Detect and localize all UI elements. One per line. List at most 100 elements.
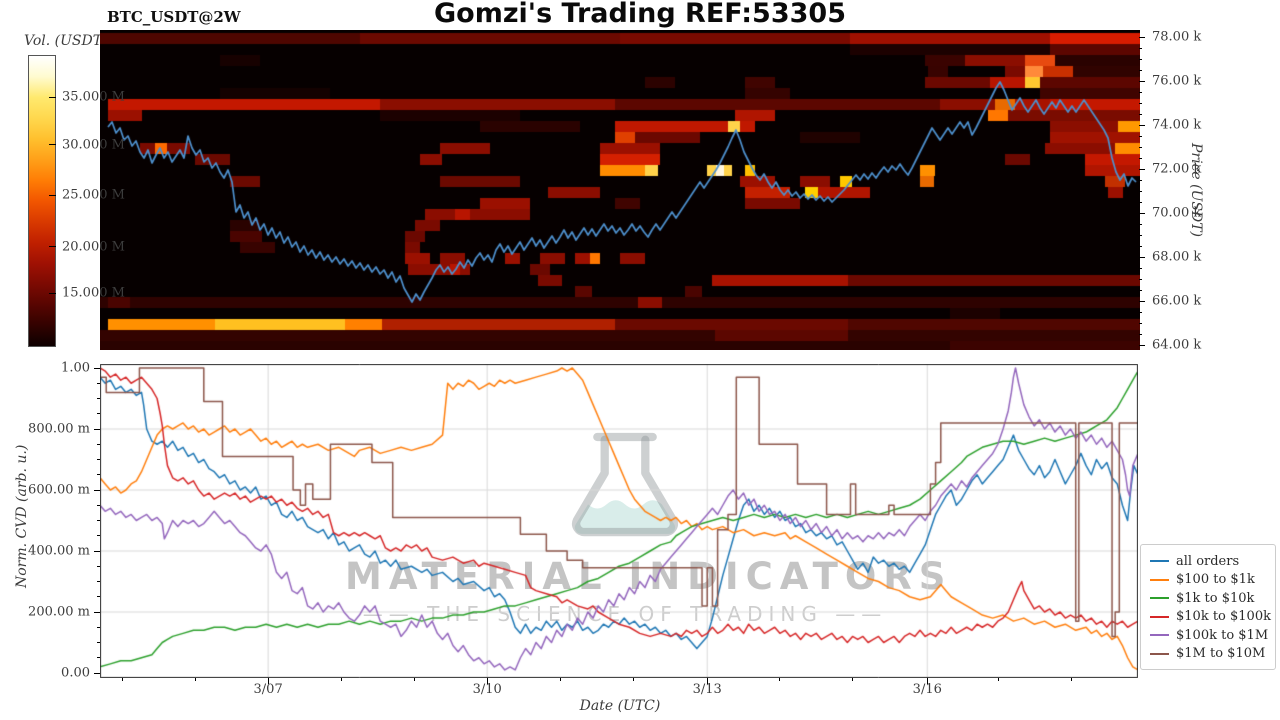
price-minor-tick: [1139, 91, 1142, 93]
price-minor-tick: [1139, 135, 1142, 137]
price-tick-label: 70.00 k: [1152, 205, 1202, 221]
price-minor-tick: [1139, 102, 1142, 104]
price-minor-tick: [1139, 190, 1142, 192]
price-tick-label: 68.00 k: [1152, 249, 1202, 265]
price-minor-tick: [1139, 223, 1142, 225]
colorbar-tick: [49, 96, 56, 98]
colorbar-tick-label: 25.000 M: [62, 187, 125, 203]
price-tick-label: 72.00 k: [1152, 161, 1202, 177]
price-tick-label: 76.00 k: [1152, 73, 1202, 89]
legend-item: $100k to $1M: [1150, 626, 1269, 645]
cvd-y-minor-tick: [97, 413, 100, 415]
colorbar: [28, 55, 56, 347]
colorbar-tick-label: 35.000 M: [62, 89, 125, 105]
price-tick: [1139, 80, 1145, 82]
price-minor-tick: [1139, 201, 1142, 203]
legend-line-swatch: [1150, 597, 1169, 600]
cvd-x-minor-tick: [413, 678, 415, 681]
cvd-x-minor-tick: [997, 678, 999, 681]
cvd-y-minor-tick: [97, 398, 100, 399]
price-minor-tick: [1139, 278, 1142, 280]
cvd-y-tick-label: 200.00 m: [28, 604, 90, 620]
price-minor-tick: [1139, 179, 1142, 181]
cvd-x-tick-label: 3/13: [692, 682, 722, 697]
price-axis-title: Price (USDT): [1188, 142, 1204, 238]
cvd-y-minor-tick: [97, 642, 100, 643]
legend-label: all orders: [1176, 553, 1240, 569]
price-tick: [1139, 36, 1145, 38]
price-minor-tick: [1139, 311, 1142, 313]
legend-line-swatch: [1150, 615, 1169, 618]
colorbar-tick-label: 15.000 M: [62, 285, 125, 301]
cvd-y-tick-label: 600.00 m: [28, 482, 90, 498]
cvd-y-tick-label: 800.00 m: [28, 421, 90, 437]
price-tick-label: 74.00 k: [1152, 117, 1202, 133]
cvd-y-minor-tick: [97, 443, 100, 445]
price-tick-label: 78.00 k: [1152, 29, 1202, 45]
legend-label: $100 to $1k: [1176, 572, 1255, 588]
cvd-y-minor-tick: [97, 520, 100, 521]
cvd-x-minor-tick: [851, 678, 853, 681]
cvd-y-tick-label: 0.00: [61, 665, 90, 681]
legend-label: $1k to $10k: [1176, 590, 1255, 606]
price-minor-tick: [1139, 289, 1142, 291]
legend-line-swatch: [1150, 578, 1169, 581]
price-minor-tick: [1139, 113, 1142, 115]
legend-line-swatch: [1150, 652, 1169, 655]
cvd-x-minor-tick: [1070, 678, 1072, 681]
cvd-y-minor-tick: [97, 596, 100, 598]
cvd-x-tick-label: 3/07: [253, 682, 283, 697]
cvd-y-minor-tick: [97, 382, 100, 384]
cvd-x-tick-label: 3/16: [912, 682, 942, 697]
legend-label: $100k to $1M: [1176, 627, 1269, 643]
date-axis-title: Date (UTC): [579, 698, 661, 714]
colorbar-title: Vol. (USDT): [24, 33, 108, 49]
colorbar-tick: [49, 246, 56, 248]
cvd-y-tick-label: 1.00: [61, 360, 90, 376]
price-tick-label: 64.00 k: [1152, 337, 1202, 353]
price-minor-tick: [1139, 157, 1142, 159]
legend: all orders $100 to $1k $1k to $10k $10k to …: [1140, 544, 1276, 670]
liquidity-heatmap-canvas: [100, 30, 1140, 350]
colorbar-tick-label: 30.000 M: [62, 137, 125, 153]
cvd-x-minor-tick: [194, 678, 196, 681]
price-minor-tick: [1139, 58, 1142, 60]
symbol-label: BTC_USDT@2W: [107, 8, 241, 26]
price-tick: [1139, 300, 1145, 302]
legend-label: $1M to $10M: [1176, 646, 1266, 662]
cvd-y-tick: [94, 672, 100, 674]
legend-item: all orders: [1150, 552, 1267, 571]
cvd-x-minor-tick: [632, 678, 634, 681]
price-minor-tick: [1139, 234, 1142, 236]
colorbar-tick: [49, 292, 56, 294]
cvd-x-minor-tick: [559, 678, 561, 681]
cvd-x-tick: [706, 678, 708, 684]
legend-item: $1k to $10k: [1150, 589, 1267, 608]
cvd-line-chart-canvas: [100, 364, 1138, 678]
cvd-y-minor-tick: [97, 581, 100, 582]
legend-line-swatch: [1150, 634, 1169, 637]
cvd-x-tick: [926, 678, 928, 684]
price-minor-tick: [1139, 69, 1142, 71]
cvd-y-tick: [94, 367, 100, 369]
cvd-y-minor-tick: [97, 565, 100, 567]
cvd-x-minor-tick: [778, 678, 780, 681]
cvd-y-tick: [94, 489, 100, 491]
cvd-x-tick: [486, 678, 488, 684]
price-tick: [1139, 168, 1145, 170]
cvd-y-minor-tick: [97, 504, 100, 506]
legend-item: $1M to $10M: [1150, 645, 1267, 664]
price-minor-tick: [1139, 322, 1142, 324]
legend-item: $100 to $1k: [1150, 571, 1267, 590]
price-minor-tick: [1139, 47, 1142, 49]
cvd-y-minor-tick: [97, 626, 100, 628]
cvd-y-minor-tick: [97, 657, 100, 659]
cvd-x-tick-label: 3/10: [472, 682, 502, 697]
price-tick-label: 66.00 k: [1152, 293, 1202, 309]
price-tick: [1139, 124, 1145, 126]
price-tick: [1139, 344, 1145, 346]
price-minor-tick: [1139, 146, 1142, 148]
price-minor-tick: [1139, 245, 1142, 247]
colorbar-tick: [49, 194, 56, 196]
